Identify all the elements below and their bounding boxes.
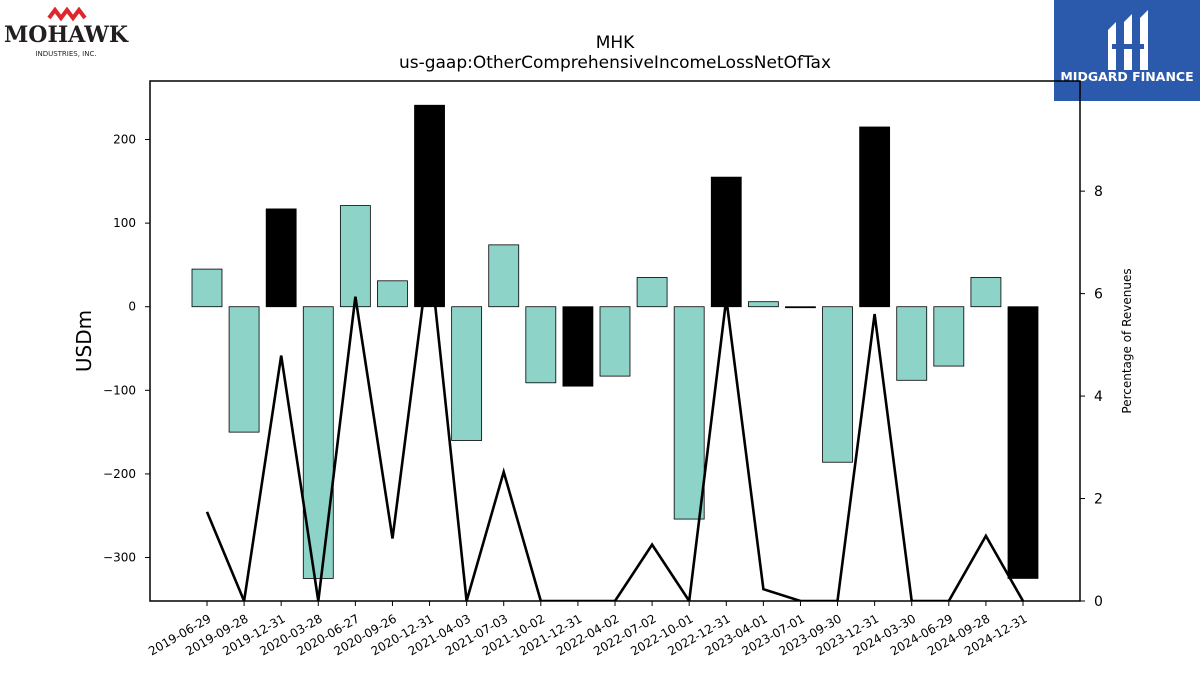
y2-tick-label: 2 bbox=[1094, 492, 1103, 508]
mohawk-logo-name: MOHAWK bbox=[4, 22, 129, 48]
bar-2022-12-31 bbox=[710, 176, 742, 308]
bar-2021-10-02 bbox=[525, 306, 557, 384]
bar-2023-04-01 bbox=[747, 301, 779, 308]
y-tick-label: −200 bbox=[103, 467, 136, 481]
bar-2023-12-31 bbox=[859, 126, 891, 308]
bar-2020-03-28 bbox=[302, 306, 334, 579]
bar-2022-10-01 bbox=[673, 306, 705, 520]
mohawk-logo-subtitle: INDUSTRIES, INC. bbox=[35, 50, 96, 58]
line-series-percentage bbox=[205, 251, 1025, 601]
y2-axis-label: Percentage of Revenues bbox=[1120, 268, 1134, 413]
chart-subtitle: us-gaap:OtherComprehensiveIncomeLossNetO… bbox=[399, 53, 831, 73]
midgard-logo: MIDGARD FINANCE bbox=[1054, 0, 1200, 101]
bar-2022-04-02 bbox=[599, 306, 631, 377]
y-tick-label: −100 bbox=[103, 383, 136, 397]
bar-2019-12-31 bbox=[265, 208, 297, 308]
bar-2023-07-01 bbox=[785, 306, 816, 309]
bar-2022-07-02 bbox=[636, 277, 668, 308]
bar-2024-12-31 bbox=[1007, 306, 1039, 579]
bar-2021-07-03 bbox=[488, 244, 520, 308]
midgard-logo-name: MIDGARD FINANCE bbox=[1060, 69, 1193, 84]
mohawk-mark-icon bbox=[47, 6, 87, 22]
mohawk-logo: MOHAWK INDUSTRIES, INC. bbox=[4, 6, 129, 58]
y-tick-label: 0 bbox=[128, 300, 136, 314]
bar-2021-12-31 bbox=[562, 306, 594, 387]
bar-2020-12-31 bbox=[414, 104, 445, 308]
y2-tick-label: 6 bbox=[1094, 287, 1103, 303]
y-tick-label: −300 bbox=[103, 551, 136, 565]
chart-title: MHK bbox=[596, 33, 635, 53]
plot-area-frame bbox=[149, 80, 1081, 602]
bar-2024-03-30 bbox=[896, 306, 928, 381]
bar-2021-04-03 bbox=[451, 306, 483, 441]
midgard-mark-icon bbox=[1108, 10, 1148, 70]
bar-2020-06-27 bbox=[339, 205, 371, 308]
y2-tick-label: 8 bbox=[1094, 184, 1103, 200]
bar-2019-09-28 bbox=[228, 306, 260, 433]
bar-2019-06-29 bbox=[191, 268, 223, 308]
bar-2023-09-30 bbox=[822, 306, 853, 463]
bar-2024-06-29 bbox=[933, 306, 965, 367]
y-tick-label: 200 bbox=[113, 133, 136, 147]
y-tick-label: 100 bbox=[113, 216, 136, 230]
y2-tick-label: 0 bbox=[1094, 594, 1103, 610]
y-axis-label: USDm bbox=[72, 310, 96, 372]
bar-2024-09-28 bbox=[970, 277, 1002, 308]
bar-2020-09-26 bbox=[377, 280, 408, 308]
y2-tick-label: 4 bbox=[1094, 389, 1103, 405]
